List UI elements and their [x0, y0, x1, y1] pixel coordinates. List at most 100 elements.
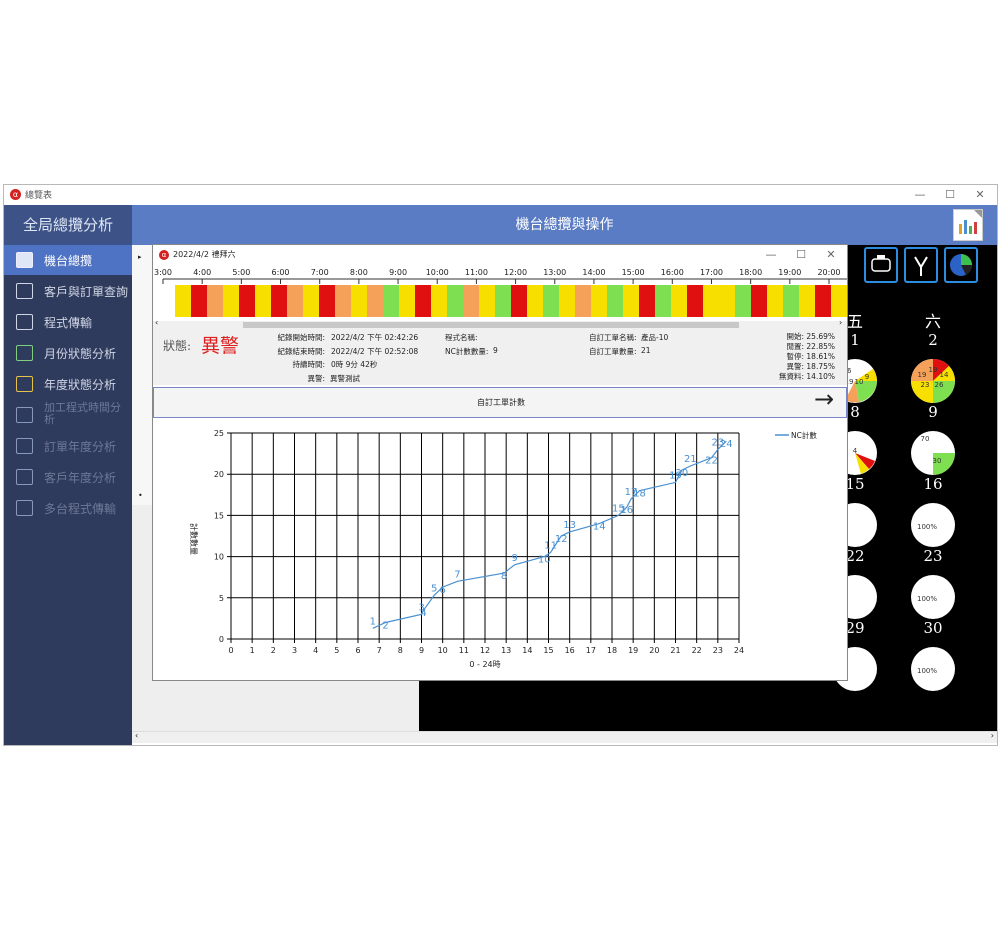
- pie-label: 26: [935, 381, 944, 389]
- work-order-label: 自訂工單名稱:: [589, 333, 637, 342]
- day-header: 六: [925, 312, 941, 331]
- sidebar-item-5[interactable]: 加工程式時間分析: [4, 400, 132, 430]
- timeline-scrollbar[interactable]: ‹ ›: [153, 318, 847, 329]
- chart-title-bar: 自訂工單計數 →: [153, 385, 847, 418]
- timeline-segment[interactable]: [719, 285, 736, 317]
- pct-start: 開始: 25.69%: [786, 332, 835, 341]
- monthly-chart-icon: [16, 345, 33, 361]
- row-selector-column: ▸ •: [132, 245, 154, 505]
- timeline-segment[interactable]: [367, 285, 384, 317]
- timeline-segment[interactable]: [175, 285, 192, 317]
- timeline-hour-label: 4:00: [193, 268, 211, 277]
- timeline-segment[interactable]: [703, 285, 720, 317]
- sidebar-item-8[interactable]: 多台程式傳輸: [4, 493, 132, 523]
- timeline-segment[interactable]: [319, 285, 336, 317]
- timeline-segment[interactable]: [799, 285, 816, 317]
- dialog-close-button[interactable]: ✕: [826, 248, 836, 261]
- work-order-count-value: 21: [641, 346, 651, 355]
- timeline-segment[interactable]: [591, 285, 608, 317]
- timeline-segment[interactable]: [463, 285, 480, 317]
- timeline-segment[interactable]: [271, 285, 288, 317]
- sidebar-item-1[interactable]: 客戶與訂單查詢: [4, 276, 132, 306]
- day-pie[interactable]: [911, 503, 955, 547]
- timeline-segment[interactable]: [495, 285, 512, 317]
- timeline-segment[interactable]: [735, 285, 752, 317]
- timeline-scroll-thumb[interactable]: [243, 322, 739, 328]
- sidebar-item-6[interactable]: 訂單年度分析: [4, 431, 132, 461]
- timeline-segment[interactable]: [639, 285, 656, 317]
- next-arrow-button[interactable]: →: [814, 385, 835, 413]
- pie-label: 30: [933, 457, 942, 465]
- scroll-right-icon[interactable]: ›: [990, 731, 994, 740]
- sidebar-item-3[interactable]: 月份狀態分析: [4, 338, 132, 368]
- timeline-segment[interactable]: [447, 285, 464, 317]
- timeline-scroll-right-icon[interactable]: ›: [839, 318, 843, 327]
- timeline-scroll-left-icon[interactable]: ‹: [155, 318, 159, 327]
- minimize-button[interactable]: —: [914, 188, 926, 201]
- timeline-segment[interactable]: [287, 285, 304, 317]
- timeline-segment[interactable]: [831, 285, 848, 317]
- sidebar-item-2[interactable]: 程式傳輸: [4, 307, 132, 337]
- timeline-segment[interactable]: [607, 285, 624, 317]
- timeline-segment[interactable]: [223, 285, 240, 317]
- x-tick-label: 6: [355, 646, 360, 655]
- pct-pause: 暫停: 18.61%: [786, 352, 835, 361]
- timeline-segment[interactable]: [751, 285, 768, 317]
- maximize-button[interactable]: ☐: [945, 188, 955, 201]
- timeline-segment[interactable]: [783, 285, 800, 317]
- data-point-label: 10: [538, 555, 551, 566]
- app-titlebar: α 總覽表 — ☐ ✕: [4, 185, 997, 205]
- timeline-segment[interactable]: [559, 285, 576, 317]
- report-chart-icon[interactable]: [953, 209, 983, 241]
- x-tick-label: 3: [292, 646, 297, 655]
- timeline-segment[interactable]: [431, 285, 448, 317]
- day-pie[interactable]: [911, 647, 955, 691]
- data-point-label: 15: [612, 503, 625, 514]
- machine-icon[interactable]: [864, 247, 898, 283]
- timeline-segment[interactable]: [335, 285, 352, 317]
- timeline-segment[interactable]: [207, 285, 224, 317]
- timeline-segment[interactable]: [191, 285, 208, 317]
- timeline-segment[interactable]: [815, 285, 832, 317]
- timeline-segment[interactable]: [575, 285, 592, 317]
- x-tick-label: 18: [607, 646, 617, 655]
- sidebar-item-4[interactable]: 年度狀態分析: [4, 369, 132, 399]
- dialog-minimize-button[interactable]: —: [765, 248, 777, 261]
- timeline-segment[interactable]: [671, 285, 688, 317]
- timeline-segment[interactable]: [687, 285, 704, 317]
- timeline-hour-label: 7:00: [311, 268, 329, 277]
- day-pie[interactable]: [911, 575, 955, 619]
- timeline-segment[interactable]: [239, 285, 256, 317]
- y-tick-label: 10: [214, 553, 224, 562]
- timeline-segment[interactable]: [527, 285, 544, 317]
- timeline-segment[interactable]: [303, 285, 320, 317]
- sidebar-item-0[interactable]: 機台總攬: [4, 245, 132, 275]
- data-point-label: 13: [563, 520, 576, 531]
- status-value: 異警: [201, 335, 240, 357]
- x-tick-label: 15: [543, 646, 553, 655]
- timeline-segment[interactable]: [767, 285, 784, 317]
- timeline-segment[interactable]: [543, 285, 560, 317]
- nc-count-line: [372, 440, 727, 629]
- timeline-hour-label: 9:00: [389, 268, 407, 277]
- horizontal-scrollbar[interactable]: ‹ ›: [132, 731, 997, 743]
- nc-count-chart: 0 1 2 3 4 5 6 7 8 9 10 11 12 13 14 15 16 17 18 19 20 21 22 23 24…: [153, 419, 847, 684]
- timeline-segment[interactable]: [255, 285, 272, 317]
- timeline-segment[interactable]: [511, 285, 528, 317]
- timeline-segment[interactable]: [655, 285, 672, 317]
- timeline-segment[interactable]: [383, 285, 400, 317]
- x-tick-label: 20: [649, 646, 659, 655]
- timeline-segment[interactable]: [351, 285, 368, 317]
- timeline-segment[interactable]: [479, 285, 496, 317]
- scroll-left-icon[interactable]: ‹: [135, 731, 139, 740]
- pie-chart-icon[interactable]: [944, 247, 978, 283]
- data-point-label: 1: [370, 616, 376, 627]
- timeline-segment[interactable]: [623, 285, 640, 317]
- tool-icon[interactable]: [904, 247, 938, 283]
- sidebar-item-label: 年度狀態分析: [44, 378, 117, 392]
- dialog-maximize-button[interactable]: ☐: [796, 248, 806, 261]
- timeline-segment[interactable]: [415, 285, 432, 317]
- timeline-segment[interactable]: [399, 285, 416, 317]
- close-button[interactable]: ✕: [975, 188, 985, 201]
- sidebar-item-7[interactable]: 客戶年度分析: [4, 462, 132, 492]
